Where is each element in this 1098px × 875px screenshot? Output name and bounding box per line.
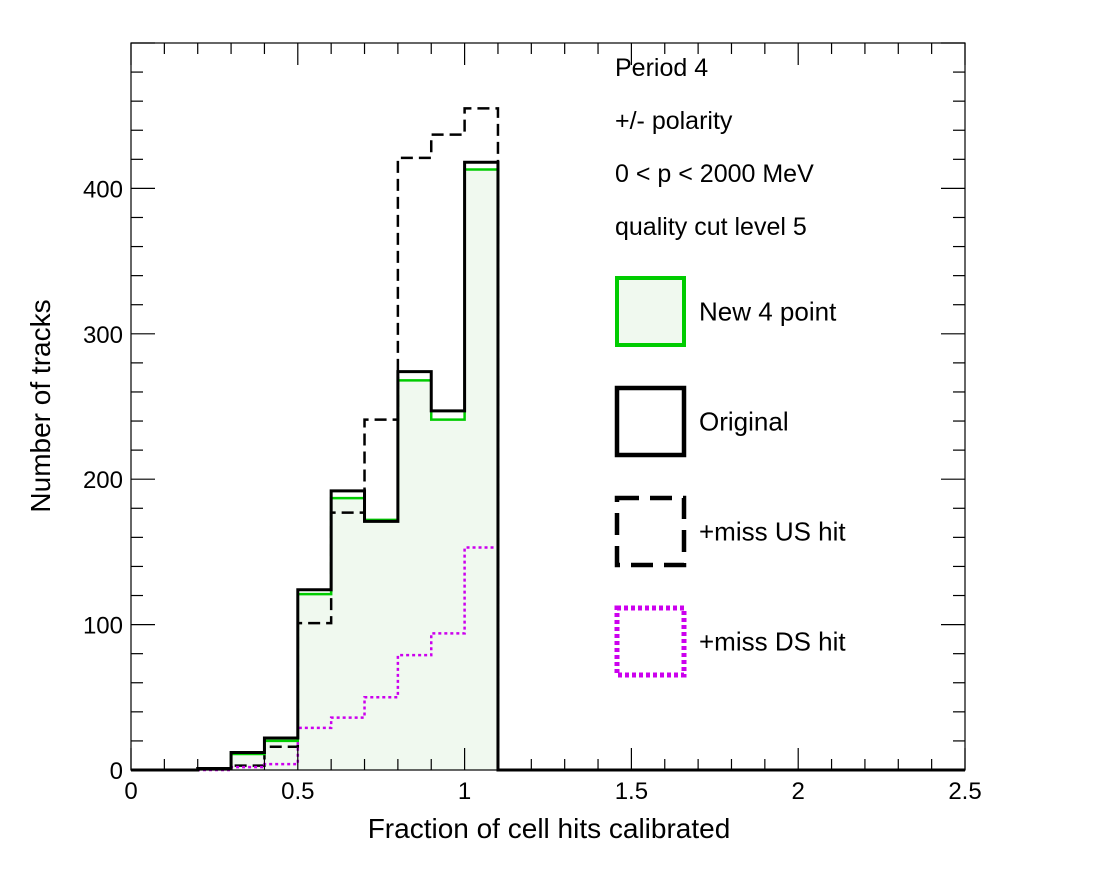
y-tick-label: 200 (83, 467, 123, 494)
y-tick-label: 0 (110, 758, 123, 785)
y-tick-label: 300 (83, 322, 123, 349)
x-axis-title: Fraction of cell hits calibrated (368, 813, 731, 844)
info-text-block: Period 4 +/- polarity 0 < p < 2000 MeV qual… (615, 54, 814, 241)
series-fill-new-4-point (131, 169, 965, 771)
y-axis-title: Number of tracks (25, 299, 56, 512)
info-line: +/- polarity (615, 107, 733, 135)
legend-swatch-original (614, 385, 687, 458)
legend-label-miss-us-hit: +miss US hit (699, 517, 846, 547)
x-tick-label: 1.5 (615, 778, 648, 805)
legend-label-miss-ds-hit: +miss DS hit (699, 627, 846, 657)
info-line: quality cut level 5 (615, 213, 807, 241)
legend-swatch-miss-ds-hit (614, 605, 687, 678)
info-line: Period 4 (615, 54, 708, 82)
x-tick-label: 0 (124, 778, 137, 805)
x-tick-label: 2 (792, 778, 805, 805)
y-tick-label: 400 (83, 176, 123, 203)
plot-frame (130, 42, 966, 771)
legend-label-original: Original (699, 407, 789, 437)
legend: New 4 point Original +miss US hit +miss DS … (614, 276, 846, 678)
info-line: 0 < p < 2000 MeV (615, 160, 814, 188)
legend-swatch-new-4-point (615, 276, 686, 347)
axes: 0 0.5 1 1.5 2 2.5 0 100 200 300 400 (83, 42, 982, 805)
x-tick-label: 2.5 (948, 778, 981, 805)
y-tick-label: 100 (83, 613, 123, 640)
x-tick-label: 1 (458, 778, 471, 805)
x-tick-label: 0.5 (281, 778, 314, 805)
legend-label-new-4-point: New 4 point (699, 297, 837, 327)
legend-swatch-miss-us-hit (614, 495, 687, 568)
